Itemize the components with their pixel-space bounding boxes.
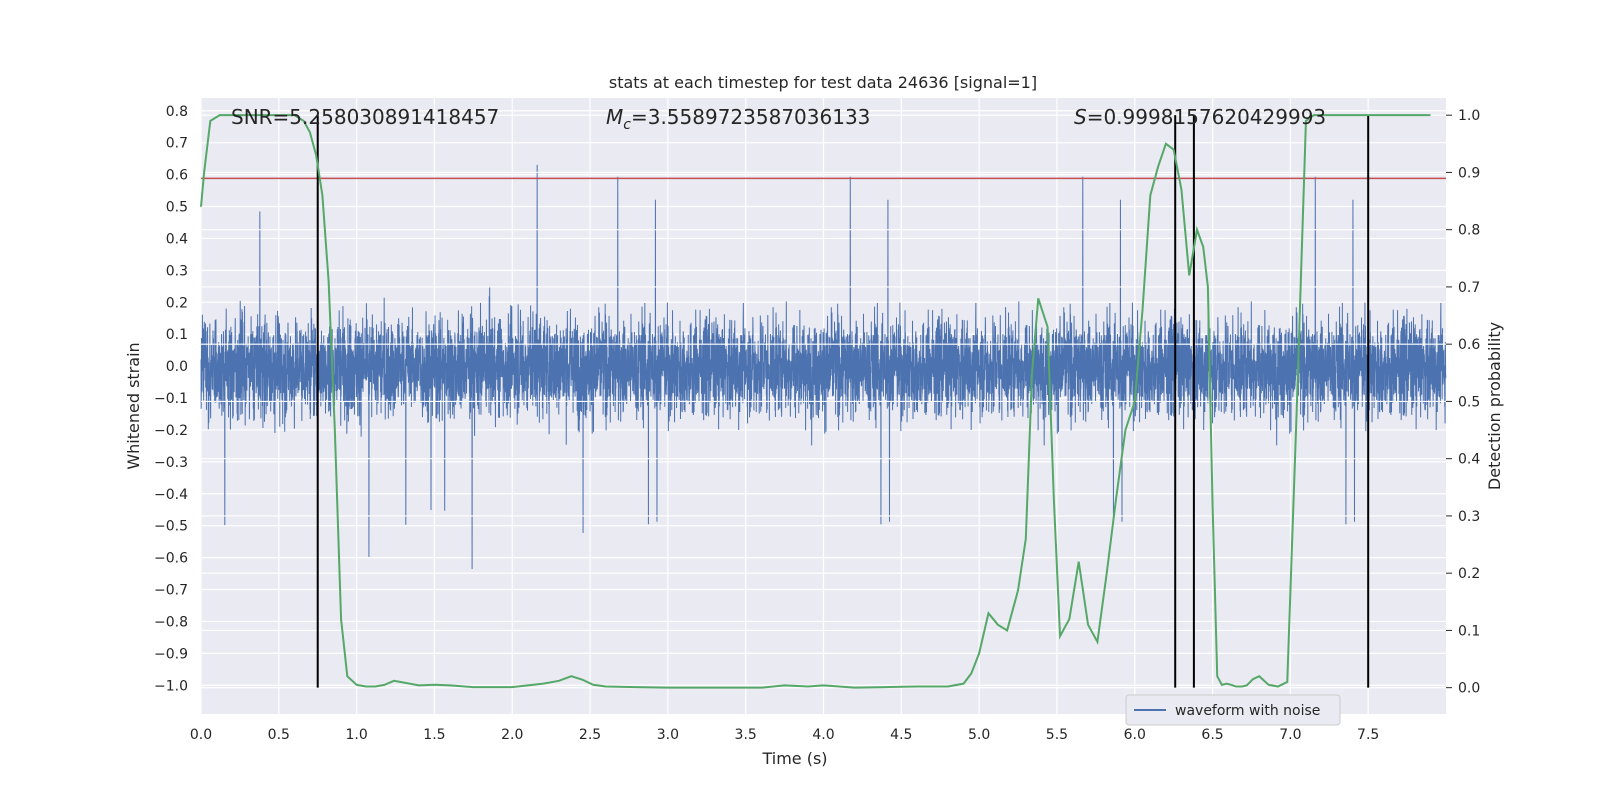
detection-probability-series <box>200 114 1431 689</box>
event-markers <box>316 115 1370 688</box>
x-tick-label: 1.5 <box>423 727 445 743</box>
y-tick-label: 0.0 <box>166 359 188 375</box>
x-tick-label: 0.5 <box>268 727 290 743</box>
s-symbol: S <box>1074 105 1087 129</box>
y2-tick-labels: 1.0 0.9 0.8 0.7 0.6 0.5 0.4 0.3 0.2 0.1 0.0 <box>1446 108 1480 697</box>
snr-annotation: SNR=5.258030891418457 <box>231 105 499 129</box>
y-tick-label: −0.7 <box>154 583 188 599</box>
y2-tick-label: 1.0 <box>1458 108 1480 124</box>
x-tick-label: 2.0 <box>501 727 523 743</box>
y-tick-label: 0.8 <box>166 104 188 120</box>
x-axis-label: Time (s) <box>761 749 827 768</box>
y-tick-label: −0.8 <box>154 614 188 630</box>
y-tick-label: −0.2 <box>154 423 188 439</box>
x-tick-label: 6.5 <box>1201 727 1223 743</box>
y-tick-label: 0.5 <box>166 200 188 216</box>
y2-tick-label: 0.8 <box>1458 223 1480 239</box>
s-value: =0.9998157620429993 <box>1087 105 1326 129</box>
y-tick-label: −0.3 <box>154 455 188 471</box>
y-tick-label: −1.0 <box>154 678 188 694</box>
y-tick-label: 0.2 <box>166 295 188 311</box>
y-tick-label: 0.1 <box>166 327 188 343</box>
y-tick-label: 0.7 <box>166 136 188 152</box>
y-tick-label: 0.3 <box>166 263 188 279</box>
y2-axis-label: Detection probability <box>1485 322 1504 490</box>
legend: waveform with noise <box>1125 694 1341 726</box>
y2-tick-label: 0.1 <box>1458 623 1480 639</box>
y-axis-label: Whitened strain <box>124 342 143 469</box>
y2-tick-label: 0.2 <box>1458 566 1480 582</box>
x-tick-label: 5.0 <box>968 727 990 743</box>
x-tick-label: 7.5 <box>1357 727 1379 743</box>
x-tick-label: 3.0 <box>657 727 679 743</box>
waveform-with-noise-series <box>200 164 1447 569</box>
score-annotation: S=0.9998157620429993 <box>1074 105 1326 129</box>
mc-subscript: c <box>623 117 631 133</box>
x-tick-labels: 0.0 0.5 1.0 1.5 2.0 2.5 3.0 3.5 4.0 4.5 5.0 5.5 6.0 6… <box>190 727 1379 743</box>
chart-title: stats at each timestep for test data 246… <box>609 73 1037 92</box>
y2-tick-label: 0.3 <box>1458 509 1480 525</box>
y2-tick-label: 0.4 <box>1458 452 1480 468</box>
y-tick-label: −0.5 <box>154 519 188 535</box>
x-tick-label: 2.5 <box>579 727 601 743</box>
x-tick-label: 1.0 <box>345 727 367 743</box>
y2-tick-label: 0.5 <box>1458 394 1480 410</box>
legend-label: waveform with noise <box>1175 703 1320 719</box>
y2-tick-label: 0.0 <box>1458 681 1480 697</box>
x-tick-label: 7.0 <box>1279 727 1301 743</box>
y-tick-labels: 0.8 0.7 0.6 0.5 0.4 0.3 0.2 0.1 0.0 −0.1 −0.2 −0.3 −… <box>154 104 188 695</box>
y-tick-label: −0.6 <box>154 551 188 567</box>
y-tick-label: 0.6 <box>166 168 188 184</box>
y-tick-label: 0.4 <box>166 231 188 247</box>
legend-box <box>1125 694 1341 726</box>
chirp-mass-annotation: Mc=3.5589723587036133 <box>606 105 870 133</box>
y-tick-label: −0.1 <box>154 391 188 407</box>
mc-symbol: M <box>606 105 623 129</box>
x-tick-label: 5.5 <box>1046 727 1068 743</box>
y-tick-label: −0.9 <box>154 646 188 662</box>
x-tick-label: 4.5 <box>890 727 912 743</box>
y-tick-label: −0.4 <box>154 487 188 503</box>
x-tick-label: 3.5 <box>735 727 757 743</box>
y2-tick-label: 0.7 <box>1458 280 1480 296</box>
x-tick-label: 4.0 <box>812 727 834 743</box>
y2-tick-label: 0.9 <box>1458 165 1480 181</box>
x-tick-label: 6.0 <box>1124 727 1146 743</box>
x-tick-label: 0.0 <box>190 727 212 743</box>
y2-tick-label: 0.6 <box>1458 337 1480 353</box>
mc-value: =3.5589723587036133 <box>631 105 870 129</box>
right-axis-gridlines <box>201 114 1446 689</box>
